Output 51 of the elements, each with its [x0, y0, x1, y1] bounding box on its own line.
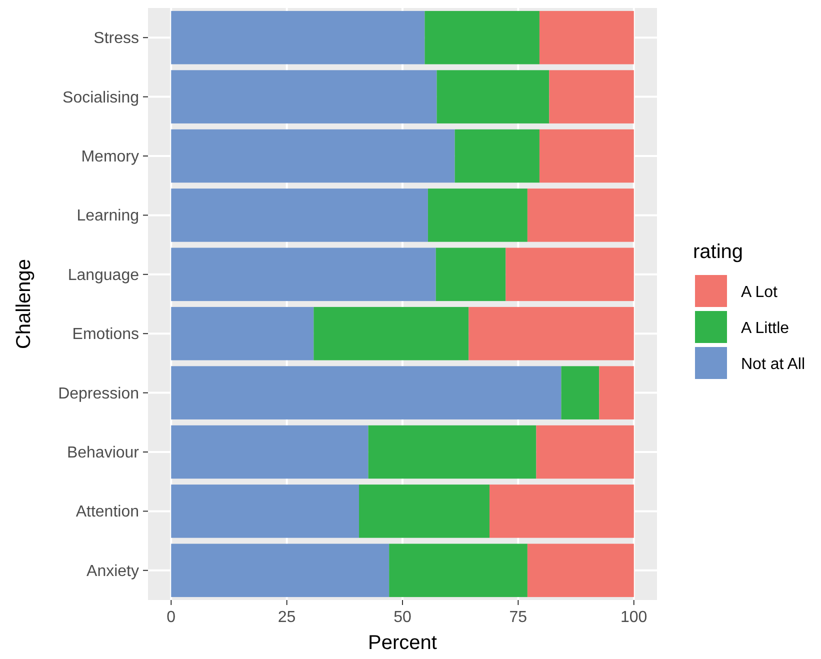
bar	[171, 248, 436, 302]
y-tick-label: Behaviour	[66, 444, 140, 462]
bar	[536, 425, 634, 479]
y-tick-label: Socialising	[62, 89, 139, 106]
bar	[171, 70, 437, 124]
bar	[368, 425, 536, 479]
legend-label: Not at All	[741, 356, 806, 373]
bar	[436, 70, 550, 124]
y-tick-label: Anxiety	[86, 562, 139, 580]
bar	[171, 10, 425, 64]
bar	[424, 10, 540, 64]
bar	[171, 129, 455, 183]
bar	[171, 188, 428, 242]
bar	[539, 129, 634, 183]
bar	[314, 306, 469, 360]
x-axis-title: Percent	[368, 632, 438, 654]
y-tick-label: Learning	[76, 208, 139, 225]
bar	[468, 306, 634, 360]
bar	[428, 188, 528, 242]
y-tick-label: Attention	[76, 504, 139, 521]
bar	[454, 129, 540, 183]
x-tick-label: 50	[394, 609, 412, 626]
bar	[171, 366, 562, 420]
x-tick-label: 0	[166, 609, 176, 626]
bar	[389, 544, 528, 598]
y-tick-label: Emotions	[72, 326, 139, 344]
x-tick-label: 100	[620, 609, 648, 626]
x-tick-label: 75	[509, 609, 528, 626]
bar	[436, 248, 506, 302]
x-tick-label: 25	[278, 609, 296, 626]
legend-label: A Little	[741, 320, 790, 337]
y-tick-label: Language	[68, 266, 140, 284]
bar	[549, 70, 634, 124]
bar	[539, 10, 634, 64]
bar	[527, 544, 634, 598]
bar	[171, 425, 368, 479]
bar	[171, 544, 390, 598]
legend-label: A Lot	[741, 284, 778, 301]
bar	[527, 188, 634, 242]
bar	[359, 484, 490, 538]
y-tick-label: Depression	[58, 385, 139, 402]
bar	[599, 366, 634, 420]
y-tick-label: Stress	[94, 30, 139, 48]
legend-title: rating	[693, 241, 744, 263]
bar	[489, 484, 634, 538]
bar	[171, 306, 314, 360]
y-axis-title: Challenge	[13, 258, 35, 350]
bar	[171, 484, 360, 538]
bar	[506, 248, 634, 302]
y-tick-label: Memory	[81, 148, 139, 166]
bar	[561, 366, 600, 420]
